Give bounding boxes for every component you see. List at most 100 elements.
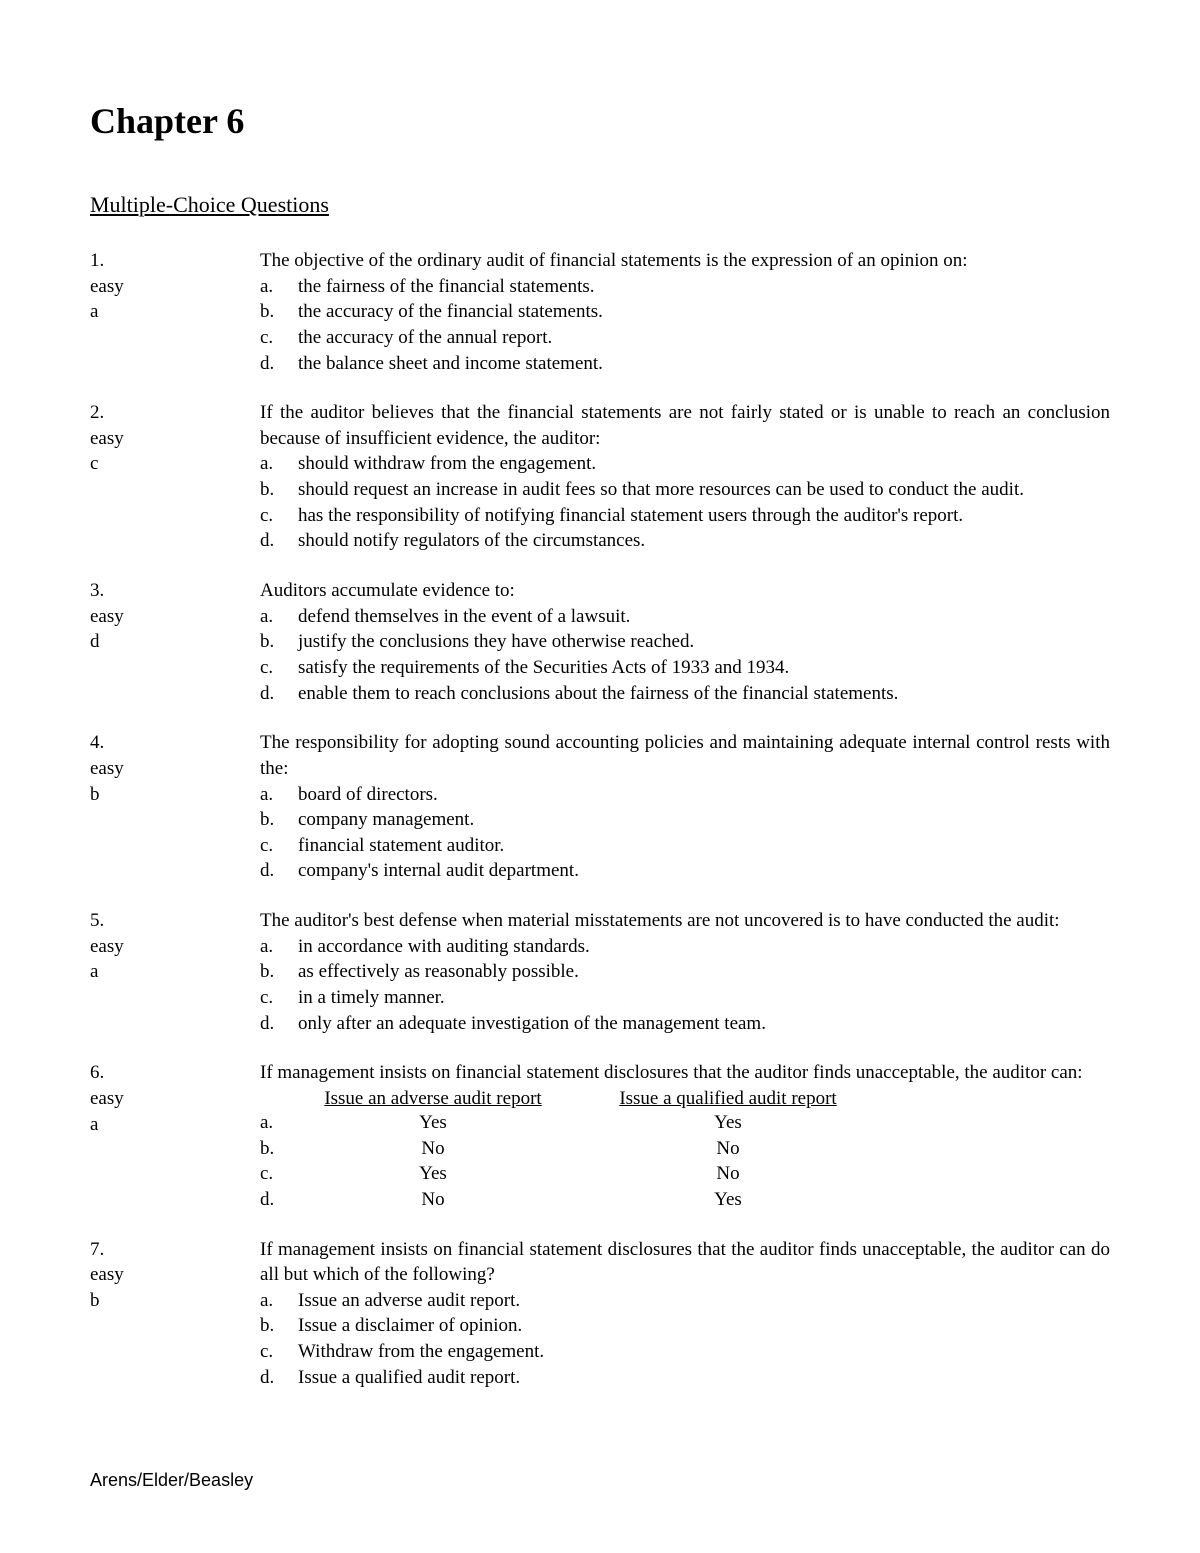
option-letter: a. [260, 274, 298, 300]
questions-list: 1.easyaThe objective of the ordinary aud… [90, 248, 1110, 1390]
option-letter: d. [260, 1011, 298, 1037]
option-text: the accuracy of the annual report. [298, 325, 1110, 351]
matrix-cell: Yes [588, 1187, 868, 1213]
question-body: If management insists on financial state… [260, 1237, 1110, 1391]
question-stem: If the auditor believes that the financi… [260, 400, 1110, 451]
matrix-cell: No [298, 1136, 568, 1162]
question-stem: If management insists on financial state… [260, 1060, 1110, 1086]
question-difficulty: easy [90, 426, 260, 452]
option: d.should notify regulators of the circum… [260, 528, 1110, 554]
option: b.justify the conclusions they have othe… [260, 629, 1110, 655]
option-letter: b. [260, 477, 298, 503]
option-text: should withdraw from the engagement. [298, 451, 1110, 477]
option: d.only after an adequate investigation o… [260, 1011, 1110, 1037]
option: d.the balance sheet and income statement… [260, 351, 1110, 377]
question-meta: 5.easya [90, 908, 260, 1036]
options-list: a.Issue an adverse audit report.b.Issue … [260, 1288, 1110, 1391]
question-answer: b [90, 782, 260, 808]
option-letter: c. [260, 325, 298, 351]
option-letter: a. [260, 1288, 298, 1314]
matrix-cell: No [298, 1187, 568, 1213]
option-letter: b. [260, 1313, 298, 1339]
question-answer: c [90, 451, 260, 477]
option-text: company's internal audit department. [298, 858, 1110, 884]
section-heading: Multiple-Choice Questions [90, 192, 1110, 218]
question-body: If management insists on financial state… [260, 1060, 1110, 1212]
option-letter: c. [260, 1339, 298, 1365]
option-text: the accuracy of the financial statements… [298, 299, 1110, 325]
question-number: 1. [90, 248, 260, 274]
option-text: board of directors. [298, 782, 1110, 808]
option: a.in accordance with auditing standards. [260, 934, 1110, 960]
question-number: 5. [90, 908, 260, 934]
option: b.should request an increase in audit fe… [260, 477, 1110, 503]
matrix-cell: No [588, 1136, 868, 1162]
option-letter: c. [260, 655, 298, 681]
matrix-cell: Yes [588, 1110, 868, 1136]
question-number: 3. [90, 578, 260, 604]
option-letter: c. [260, 985, 298, 1011]
question-difficulty: easy [90, 274, 260, 300]
question-difficulty: easy [90, 1262, 260, 1288]
question-meta: 3.easyd [90, 578, 260, 706]
question-difficulty: easy [90, 604, 260, 630]
option-text: should request an increase in audit fees… [298, 477, 1110, 503]
option: c.in a timely manner. [260, 985, 1110, 1011]
option: a.should withdraw from the engagement. [260, 451, 1110, 477]
question: 6.easyaIf management insists on financia… [90, 1060, 1110, 1212]
option: d.Issue a qualified audit report. [260, 1365, 1110, 1391]
question: 5.easyaThe auditor's best defense when m… [90, 908, 1110, 1036]
question-meta: 6.easya [90, 1060, 260, 1212]
question: 3.easydAuditors accumulate evidence to:a… [90, 578, 1110, 706]
question-stem: The responsibility for adopting sound ac… [260, 730, 1110, 781]
option: b.Issue a disclaimer of opinion. [260, 1313, 1110, 1339]
option-letter: a. [260, 451, 298, 477]
option-text: the fairness of the financial statements… [298, 274, 1110, 300]
option: a.the fairness of the financial statemen… [260, 274, 1110, 300]
question-answer: b [90, 1288, 260, 1314]
question-stem: The auditor's best defense when material… [260, 908, 1110, 934]
question: 2.easycIf the auditor believes that the … [90, 400, 1110, 554]
question-number: 2. [90, 400, 260, 426]
option: c.has the responsibility of notifying fi… [260, 503, 1110, 529]
option-text: has the responsibility of notifying fina… [298, 503, 1110, 529]
option: b.company management. [260, 807, 1110, 833]
option-letter: d. [260, 1187, 298, 1213]
option-text: defend themselves in the event of a laws… [298, 604, 1110, 630]
option: b.the accuracy of the financial statemen… [260, 299, 1110, 325]
option-letter: d. [260, 681, 298, 707]
option-text: Issue a qualified audit report. [298, 1365, 1110, 1391]
option: d.company's internal audit department. [260, 858, 1110, 884]
matrix-row: c.YesNo [260, 1161, 1110, 1187]
question-difficulty: easy [90, 934, 260, 960]
option-text: justify the conclusions they have otherw… [298, 629, 1110, 655]
question-number: 7. [90, 1237, 260, 1263]
matrix-column-header: Issue a qualified audit report [588, 1088, 868, 1110]
option-text: Withdraw from the engagement. [298, 1339, 1110, 1365]
question-stem: Auditors accumulate evidence to: [260, 578, 1110, 604]
question-number: 6. [90, 1060, 260, 1086]
option-letter: b. [260, 807, 298, 833]
matrix-cell: Yes [298, 1161, 568, 1187]
option-text: Issue a disclaimer of opinion. [298, 1313, 1110, 1339]
question-stem: The objective of the ordinary audit of f… [260, 248, 1110, 274]
chapter-title: Chapter 6 [90, 100, 1110, 142]
option-letter: c. [260, 503, 298, 529]
option-text: in accordance with auditing standards. [298, 934, 1110, 960]
matrix-row: b.NoNo [260, 1136, 1110, 1162]
question-body: If the auditor believes that the financi… [260, 400, 1110, 554]
question-meta: 1.easya [90, 248, 260, 376]
question-answer: a [90, 959, 260, 985]
option: a.Issue an adverse audit report. [260, 1288, 1110, 1314]
option-letter: c. [260, 1161, 298, 1187]
question-meta: 7.easyb [90, 1237, 260, 1391]
option-letter: a. [260, 934, 298, 960]
page-footer: Arens/Elder/Beasley [90, 1470, 1110, 1491]
option-letter: a. [260, 782, 298, 808]
option-text: as effectively as reasonably possible. [298, 959, 1110, 985]
question-body: Auditors accumulate evidence to:a.defend… [260, 578, 1110, 706]
option: a.defend themselves in the event of a la… [260, 604, 1110, 630]
option-text: company management. [298, 807, 1110, 833]
option-text: should notify regulators of the circumst… [298, 528, 1110, 554]
question: 1.easyaThe objective of the ordinary aud… [90, 248, 1110, 376]
